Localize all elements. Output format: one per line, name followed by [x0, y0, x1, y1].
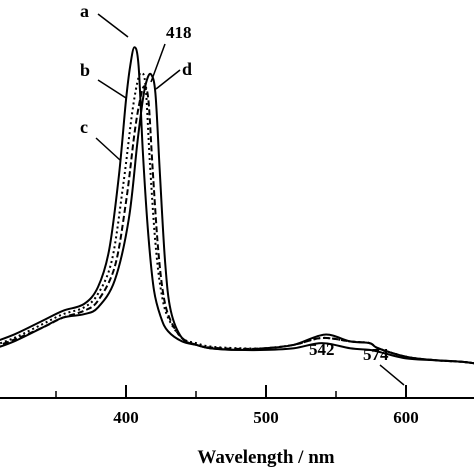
series-leader-b [97, 79, 127, 99]
series-line-b [0, 71, 474, 365]
series-label-d: d [182, 59, 192, 79]
series-line-c [0, 85, 474, 365]
label-layer: a b c d 418 542 574 [80, 1, 405, 386]
series-label-c: c [80, 117, 88, 137]
series-line-a [0, 46, 474, 365]
peak-annotation-542: 542 [309, 340, 335, 359]
x-axis-title: Wavelength / nm [197, 447, 334, 468]
series-leader-c [95, 137, 121, 161]
series-leader-a [97, 13, 129, 38]
peak-annotation-574: 574 [363, 345, 389, 364]
series-line-d [0, 72, 474, 365]
series-leader-d [155, 69, 181, 90]
series-layer [0, 46, 474, 365]
x-tick-label: 500 [253, 408, 279, 427]
x-tick-label: 400 [113, 408, 139, 427]
annotation-leader [150, 43, 166, 83]
series-label-a: a [80, 1, 89, 21]
series-label-b: b [80, 60, 90, 80]
x-axis: 400 500 600 [0, 385, 474, 427]
x-tick-label: 600 [393, 408, 419, 427]
peak-annotation-418: 418 [166, 23, 192, 42]
annotation-leader [379, 364, 405, 386]
